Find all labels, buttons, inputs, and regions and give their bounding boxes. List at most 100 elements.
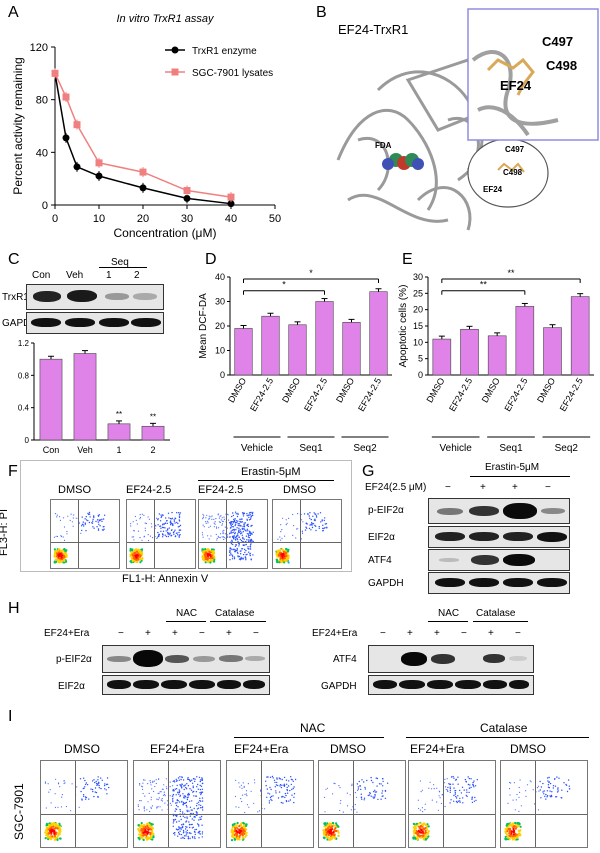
d-cat-label: DMSO <box>334 376 356 404</box>
h-left-sign: + <box>226 628 232 639</box>
h-right-sign: − <box>380 628 386 639</box>
a-point <box>62 134 70 142</box>
b-compound: EF24 <box>500 78 532 93</box>
a-legend-marker <box>171 68 179 76</box>
flow-gate-vertical <box>535 761 537 847</box>
flow-scatter <box>53 511 106 564</box>
d-cat-label: DMSO <box>280 376 302 404</box>
flow-gate-vertical <box>154 500 156 568</box>
c-ytick-label: 0 <box>25 436 30 445</box>
f-ylabel: FL3-H: PI <box>0 508 10 556</box>
g-row-4: GAPDH <box>368 578 404 589</box>
c-sig-label: ** <box>116 410 122 419</box>
g-blot-peif2a <box>428 498 570 524</box>
c-lane-veh: Veh <box>66 270 84 281</box>
flow-gate-horizontal <box>273 542 341 544</box>
h-left-sign: − <box>253 628 259 639</box>
b-residue-2: C498 <box>546 58 578 73</box>
a-point <box>95 172 103 180</box>
a-point <box>139 168 147 176</box>
f-flow-plot <box>272 499 342 569</box>
c-cat-label: 1 <box>116 445 121 455</box>
a-point <box>183 187 191 195</box>
flow-gate-vertical <box>226 500 228 568</box>
a-xlabel: Concentration (μM) <box>114 226 217 240</box>
d-group-label: Seq1 <box>299 443 323 454</box>
a-ytick-label: 40 <box>36 147 48 159</box>
a-ytick-label: 0 <box>42 200 48 212</box>
f-flow-plot <box>198 499 268 569</box>
e-bar <box>570 296 590 376</box>
i-col-4: DMSO <box>330 742 366 756</box>
panel-f-frame <box>20 460 352 572</box>
h-right-rowlabel: EF24+Era <box>312 628 358 639</box>
i-flow-plot <box>226 760 314 848</box>
h-left-nac-line <box>166 621 206 622</box>
h-right-catalase-line <box>473 621 528 622</box>
e-group-label: Seq2 <box>555 443 579 454</box>
i-nac: NAC <box>300 721 326 735</box>
e-bar <box>515 306 535 376</box>
d-group-label: Vehicle <box>241 443 274 454</box>
panel-label-e: E <box>402 251 413 268</box>
flow-gate-vertical <box>75 761 77 847</box>
panel-label-b: B <box>316 4 327 21</box>
d-ytick-label: 10 <box>215 346 225 356</box>
h-left-sign: − <box>118 628 124 639</box>
c-cat-label: 2 <box>150 445 155 455</box>
e-ytick-label: 25 <box>413 288 423 298</box>
h-right-sign: − <box>515 628 521 639</box>
c-lane-2: 2 <box>134 270 140 281</box>
a-point <box>73 121 81 129</box>
e-bar <box>487 335 507 376</box>
d-cat-label: EF24-2.5 <box>356 376 383 413</box>
a-point <box>51 69 59 77</box>
c-blot-gapdh <box>26 312 164 334</box>
flow-gate-vertical <box>78 500 80 568</box>
a-xtick-label: 20 <box>137 213 149 225</box>
b-ligand: FDA <box>375 141 392 150</box>
g-blot-gapdh <box>428 572 570 594</box>
c-row-gapdh: GAPDH <box>2 318 38 329</box>
a-legend-marker <box>171 46 179 54</box>
d-sig-label: * <box>309 268 313 278</box>
e-bar <box>543 327 562 376</box>
h-left-sign: + <box>145 628 151 639</box>
flow-scatter <box>129 511 182 564</box>
d-ytick-label: 20 <box>215 321 225 331</box>
c-blot-trxr1 <box>26 284 164 310</box>
e-ytick-label: 15 <box>413 321 423 331</box>
h-right-sign: + <box>434 628 440 639</box>
i-ylabel: SGC-7901 <box>12 783 26 840</box>
a-point <box>227 193 235 201</box>
d-ytick-label: 30 <box>215 297 225 307</box>
e-cat-label: DMSO <box>535 376 557 404</box>
c-row-trxr1: TrxR1 <box>2 292 29 303</box>
a-point <box>139 184 147 192</box>
e-ylabel: Apoptotic cells (%) <box>398 285 409 368</box>
d-cat-label: EF24-2.5 <box>248 376 275 413</box>
h-left-blot-peif2a <box>102 645 270 673</box>
e-bar <box>432 338 452 376</box>
c-lane-con: Con <box>32 270 51 281</box>
g-sign-2: + <box>480 482 486 493</box>
i-catalase-line <box>406 737 589 738</box>
f-xlabel: FL1-H: Annexin V <box>122 573 209 585</box>
h-right-sign: + <box>407 628 413 639</box>
chart-a: In vitro TrxR1 assay 0 40 80 120 0 10 20 30 40 50 C… <box>11 13 281 240</box>
i-flow-plot <box>133 760 221 848</box>
h-right-blot-atf4 <box>368 645 534 673</box>
panel-label-i: I <box>8 708 13 725</box>
a-point <box>183 194 191 202</box>
h-right-sign: + <box>488 628 494 639</box>
c-ytick-label: 0.8 <box>18 371 30 380</box>
c-bar <box>141 425 165 441</box>
e-group-label: Vehicle <box>440 443 473 454</box>
protein-structure-image <box>336 8 599 231</box>
panel-label-g: G <box>362 463 375 480</box>
a-point <box>227 200 235 208</box>
panel-label-a: A <box>8 4 19 21</box>
i-col-5: EF24+Era <box>410 742 465 756</box>
a-ytick-label: 80 <box>36 95 48 107</box>
e-ytick-label: 0 <box>418 370 423 380</box>
